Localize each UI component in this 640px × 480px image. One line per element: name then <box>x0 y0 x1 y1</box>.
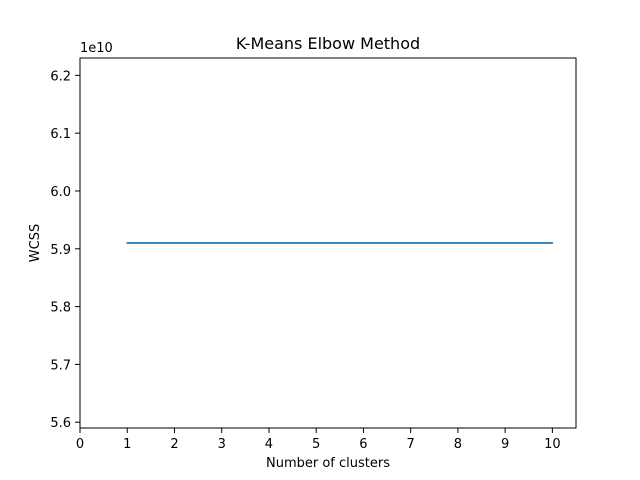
y-scale-label: 1e10 <box>80 41 113 56</box>
y-tick-label: 5.9 <box>50 243 71 258</box>
y-tick-label: 5.8 <box>50 301 71 316</box>
y-tick-label: 6.2 <box>50 69 71 84</box>
x-tick-label: 6 <box>359 437 367 452</box>
y-tick-label: 6.0 <box>50 185 71 200</box>
y-axis-label: WCSS <box>28 224 43 262</box>
x-tick-label: 9 <box>501 437 509 452</box>
x-tick-label: 10 <box>544 437 561 452</box>
x-tick-label: 3 <box>218 437 226 452</box>
x-tick-label: 0 <box>76 437 84 452</box>
x-tick-label: 4 <box>265 437 273 452</box>
x-tick-label: 8 <box>454 437 462 452</box>
x-tick-label: 5 <box>312 437 320 452</box>
y-tick-label: 5.6 <box>50 416 71 431</box>
y-tick-label: 5.7 <box>50 358 71 373</box>
chart-title: K-Means Elbow Method <box>236 34 420 53</box>
x-axis: 0 1 2 3 4 5 6 7 8 9 10 <box>76 428 561 452</box>
x-tick-label: 7 <box>407 437 415 452</box>
plot-frame <box>79 57 577 429</box>
x-axis-label: Number of clusters <box>266 456 390 471</box>
x-tick-label: 1 <box>123 437 131 452</box>
y-tick-label: 6.1 <box>50 127 71 142</box>
x-tick-label: 2 <box>170 437 178 452</box>
y-axis: 5.6 5.7 5.8 5.9 6.0 6.1 6.2 <box>50 69 80 431</box>
